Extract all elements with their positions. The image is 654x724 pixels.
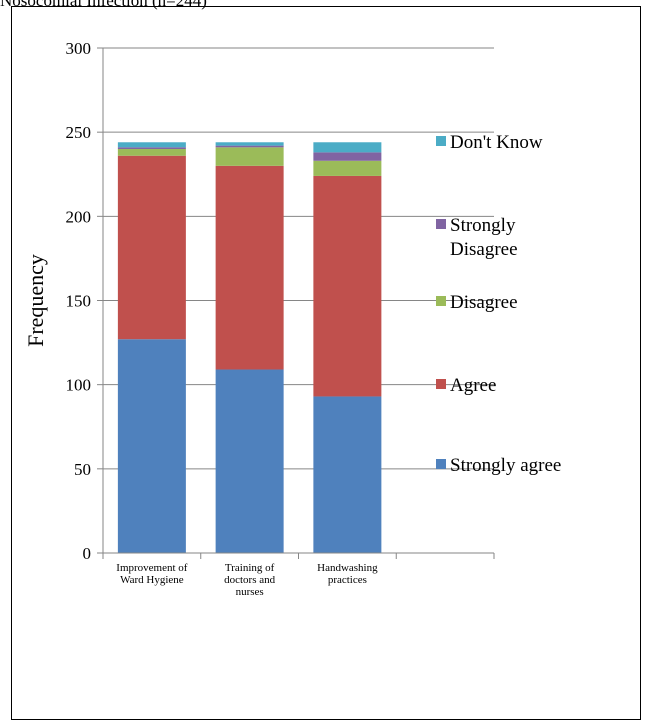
legend-label-line: Disagree xyxy=(450,239,518,260)
bar-segment-2-4 xyxy=(313,142,382,153)
x-category-label-line: Training of xyxy=(225,562,275,574)
y-tick-label-0: 0 xyxy=(83,544,92,563)
legend-label-2: Disagree xyxy=(450,292,518,313)
legend-label-3: Strongly Disagree xyxy=(450,215,518,260)
figure-caption: Nosocomial Infection (n=244) xyxy=(0,0,207,10)
y-tick-label-200: 200 xyxy=(66,207,92,226)
x-category-label-line: Handwashing xyxy=(317,562,378,574)
y-axis-title: Frequency xyxy=(23,254,48,347)
x-category-label-0: Improvement of Ward Hygiene xyxy=(116,562,188,586)
y-tick-label-150: 150 xyxy=(66,292,92,311)
x-category-label-1: Training of doctors and nurses xyxy=(224,562,276,598)
bar-segment-0-3 xyxy=(117,147,186,149)
legend-label-1: Agree xyxy=(450,375,496,396)
bar-segment-2-2 xyxy=(313,160,382,176)
legend-label-line: Strongly xyxy=(450,215,516,236)
legend-swatch-1 xyxy=(436,379,446,389)
y-tick-label-250: 250 xyxy=(66,123,92,142)
bar-segment-2-0 xyxy=(313,396,382,553)
legend-label-line: Don't Know xyxy=(450,132,543,153)
legend-label-4: Don't Know xyxy=(450,132,543,153)
bar-segment-1-0 xyxy=(215,369,284,553)
legend-swatch-2 xyxy=(436,296,446,306)
legend-label-line: Agree xyxy=(450,375,496,396)
bar-segment-2-3 xyxy=(313,152,382,161)
legend-swatch-3 xyxy=(436,219,446,229)
legend-label-line: Disagree xyxy=(450,292,518,313)
bar-segment-0-2 xyxy=(117,149,186,156)
bar-segment-0-0 xyxy=(117,339,186,553)
figure-frame xyxy=(11,6,641,720)
bar-segment-0-4 xyxy=(117,142,186,148)
y-tick-label-50: 50 xyxy=(74,460,91,479)
bar-segment-1-3 xyxy=(215,145,284,148)
legend-label-0: Strongly agree xyxy=(450,455,561,476)
x-category-label-line: Ward Hygiene xyxy=(120,574,184,586)
x-category-label-2: Handwashing practices xyxy=(317,562,378,586)
bar-segment-1-1 xyxy=(215,165,284,370)
bar-segment-1-4 xyxy=(215,142,284,146)
bar-segment-2-1 xyxy=(313,175,382,397)
x-category-label-line: nurses xyxy=(236,586,264,598)
legend-swatch-0 xyxy=(436,459,446,469)
x-category-label-line: Improvement of xyxy=(116,562,188,574)
legend-label-line: Strongly agree xyxy=(450,455,561,476)
y-tick-label-300: 300 xyxy=(66,39,92,58)
y-tick-label-100: 100 xyxy=(66,376,92,395)
bar-segment-1-2 xyxy=(215,147,284,166)
x-category-label-line: doctors and xyxy=(224,574,276,586)
x-category-label-line: practices xyxy=(328,574,367,586)
legend-swatch-4 xyxy=(436,136,446,146)
bar-segment-0-1 xyxy=(117,155,186,340)
